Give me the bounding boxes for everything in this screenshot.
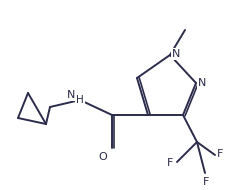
Text: N: N: [198, 78, 206, 88]
Text: N: N: [67, 90, 75, 100]
Text: F: F: [217, 149, 223, 159]
Text: F: F: [167, 158, 173, 168]
Text: H: H: [76, 95, 84, 105]
Text: N: N: [172, 49, 180, 59]
Text: O: O: [98, 152, 107, 162]
Text: F: F: [203, 177, 209, 187]
